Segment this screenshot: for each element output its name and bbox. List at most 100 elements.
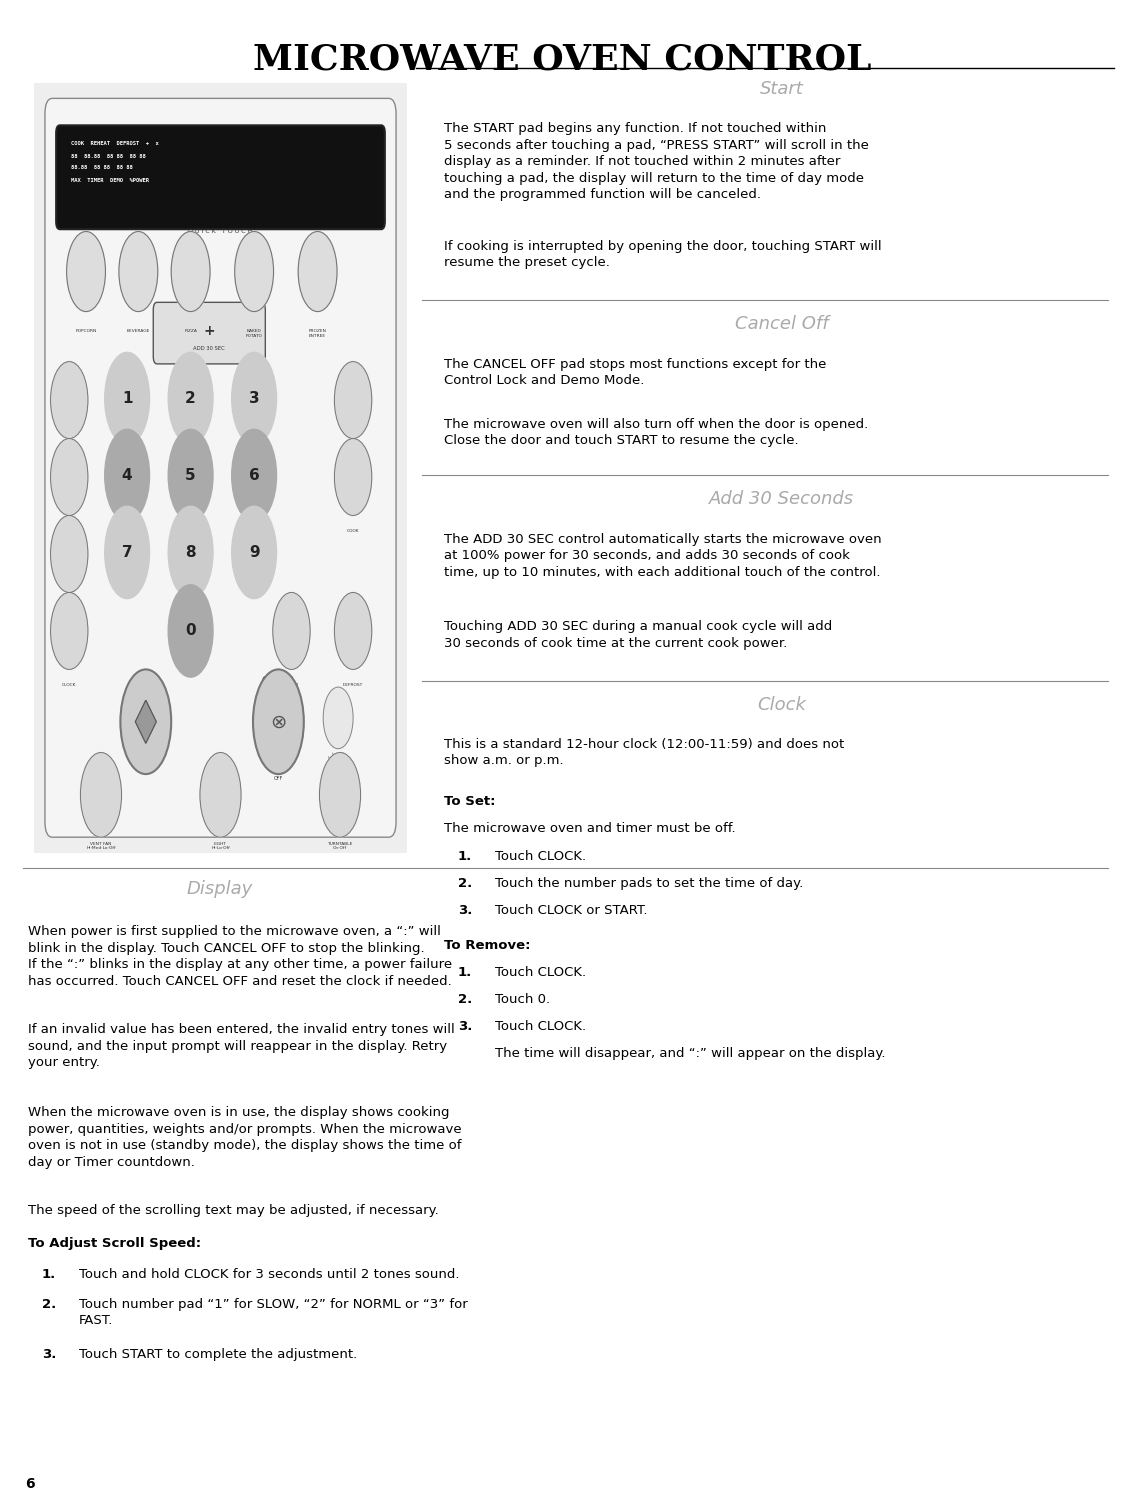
Circle shape [232, 507, 277, 599]
Text: Touch CLOCK.: Touch CLOCK. [495, 1020, 586, 1034]
Text: to lock
Hold 3 Sec: to lock Hold 3 Sec [327, 751, 349, 761]
Circle shape [169, 352, 213, 445]
Circle shape [200, 753, 241, 837]
Text: COOK
TIME: COOK TIME [63, 453, 75, 460]
Text: BEVERAGE: BEVERAGE [127, 329, 150, 333]
Circle shape [232, 429, 277, 522]
Text: Display: Display [187, 880, 252, 898]
Circle shape [319, 753, 360, 837]
Text: 6: 6 [25, 1477, 35, 1491]
Text: 1.: 1. [42, 1268, 56, 1281]
Circle shape [169, 585, 213, 678]
Text: VENT FAN
Hi·Med·Lo·Off: VENT FAN Hi·Med·Lo·Off [87, 842, 116, 851]
FancyBboxPatch shape [153, 302, 266, 364]
Text: Touch CLOCK.: Touch CLOCK. [495, 966, 586, 979]
Text: When power is first supplied to the microwave oven, a “:” will
blink in the disp: When power is first supplied to the micr… [28, 925, 452, 987]
Circle shape [105, 352, 150, 445]
Text: Touch the number pads to set the time of day.: Touch the number pads to set the time of… [495, 877, 803, 890]
Text: DEFROST: DEFROST [343, 684, 363, 687]
Text: When the microwave oven is in use, the display shows cooking
power, quantities, : When the microwave oven is in use, the d… [28, 1106, 461, 1168]
Text: 88  88.88  88 88  88 88: 88 88.88 88 88 88 88 [71, 154, 146, 158]
Text: The CANCEL OFF pad stops most functions except for the
Control Lock and Demo Mod: The CANCEL OFF pad stops most functions … [444, 358, 827, 388]
Circle shape [119, 231, 158, 311]
Text: 5: 5 [186, 468, 196, 483]
Text: 3.: 3. [42, 1348, 56, 1361]
Circle shape [272, 593, 311, 670]
Circle shape [169, 429, 213, 522]
Text: WARM
HOLD: WARM HOLD [62, 607, 76, 614]
Circle shape [334, 362, 371, 439]
Text: To Adjust Scroll Speed:: To Adjust Scroll Speed: [28, 1237, 201, 1251]
Text: Touch and hold CLOCK for 3 seconds until 2 tones sound.: Touch and hold CLOCK for 3 seconds until… [79, 1268, 459, 1281]
Text: Touch START to complete the adjustment.: Touch START to complete the adjustment. [79, 1348, 357, 1361]
Circle shape [334, 593, 371, 670]
Text: PIZZA: PIZZA [184, 329, 197, 333]
Circle shape [298, 231, 338, 311]
Text: The START pad begins any function. If not touched within
5 seconds after touchin: The START pad begins any function. If no… [444, 122, 870, 201]
Text: FROZEN
ENTREE: FROZEN ENTREE [308, 329, 326, 338]
Text: 7: 7 [122, 545, 133, 560]
Text: Touching ADD 30 SEC during a manual cook cycle will add
30 seconds of cook time : Touching ADD 30 SEC during a manual cook… [444, 620, 832, 650]
Text: 4: 4 [122, 468, 133, 483]
Text: COOK
POWER: COOK POWER [61, 530, 78, 537]
Circle shape [105, 429, 150, 522]
FancyBboxPatch shape [30, 68, 411, 868]
Text: 3.: 3. [458, 904, 472, 917]
Text: 88.88  88 88  88 88: 88.88 88 88 88 88 [71, 164, 133, 171]
Text: ⊗: ⊗ [270, 712, 287, 732]
Text: OFF: OFF [273, 776, 284, 780]
Text: To Set:: To Set: [444, 795, 496, 809]
Text: 2.: 2. [458, 993, 472, 1007]
Circle shape [51, 593, 88, 670]
Text: TIMER
Set/Off: TIMER Set/Off [284, 684, 299, 691]
Text: The microwave oven and timer must be off.: The microwave oven and timer must be off… [444, 822, 736, 836]
Text: Cancel Off: Cancel Off [735, 315, 829, 333]
Text: 2.: 2. [42, 1298, 56, 1311]
Text: Touch CLOCK.: Touch CLOCK. [495, 850, 586, 863]
Text: 8: 8 [186, 545, 196, 560]
Circle shape [81, 753, 122, 837]
Text: 1.: 1. [458, 966, 472, 979]
Text: MAX  TIMER  DEMO  %POWER: MAX TIMER DEMO %POWER [71, 178, 150, 183]
Text: If an invalid value has been entered, the invalid entry tones will
sound, and th: If an invalid value has been entered, th… [28, 1023, 454, 1068]
Text: 1.: 1. [458, 850, 472, 863]
Text: Start: Start [760, 80, 803, 98]
Text: 9: 9 [249, 545, 260, 560]
Circle shape [171, 231, 210, 311]
Text: Add 30 Seconds: Add 30 Seconds [710, 490, 855, 509]
Text: Touch 0.: Touch 0. [495, 993, 550, 1007]
FancyBboxPatch shape [45, 98, 396, 837]
Text: TURNTABLE
On·Off: TURNTABLE On·Off [327, 842, 353, 851]
Text: 1: 1 [122, 391, 133, 406]
Text: CLOCK: CLOCK [62, 684, 76, 687]
Text: The microwave oven will also turn off when the door is opened.
Close the door an: The microwave oven will also turn off wh… [444, 418, 868, 448]
Circle shape [232, 352, 277, 445]
Text: COOK  REHEAT  DEFROST  +  x: COOK REHEAT DEFROST + x [71, 140, 159, 145]
Circle shape [334, 439, 371, 516]
Text: This is a standard 12-hour clock (12:00-11:59) and does not
show a.m. or p.m.: This is a standard 12-hour clock (12:00-… [444, 738, 845, 768]
Circle shape [66, 231, 106, 311]
Text: Touch CLOCK or START.: Touch CLOCK or START. [495, 904, 648, 917]
Text: Clock: Clock [757, 696, 807, 714]
Text: Q U I C K   T O U C H: Q U I C K T O U C H [188, 228, 253, 234]
Text: If cooking is interrupted by opening the door, touching START will
resume the pr: If cooking is interrupted by opening the… [444, 240, 882, 270]
Text: 3: 3 [249, 391, 260, 406]
Text: To Remove:: To Remove: [444, 939, 531, 952]
FancyBboxPatch shape [56, 125, 385, 229]
Circle shape [105, 507, 150, 599]
Text: The time will disappear, and “:” will appear on the display.: The time will disappear, and “:” will ap… [495, 1047, 885, 1061]
Circle shape [169, 507, 213, 599]
Text: BAKED
POTATO: BAKED POTATO [245, 329, 262, 338]
Text: 6: 6 [249, 468, 260, 483]
Text: LIGHT
Hi·Lo·Off: LIGHT Hi·Lo·Off [212, 842, 230, 851]
Text: START: START [133, 678, 159, 687]
Circle shape [51, 362, 88, 439]
Text: +: + [204, 324, 215, 338]
Circle shape [235, 231, 273, 311]
Text: 2.: 2. [458, 877, 472, 890]
Text: MICROWAVE OVEN CONTROL: MICROWAVE OVEN CONTROL [253, 42, 872, 77]
Text: 2: 2 [186, 391, 196, 406]
Polygon shape [135, 700, 156, 744]
Text: COOK: COOK [346, 530, 359, 533]
Text: ADD 30 SEC: ADD 30 SEC [193, 346, 225, 352]
